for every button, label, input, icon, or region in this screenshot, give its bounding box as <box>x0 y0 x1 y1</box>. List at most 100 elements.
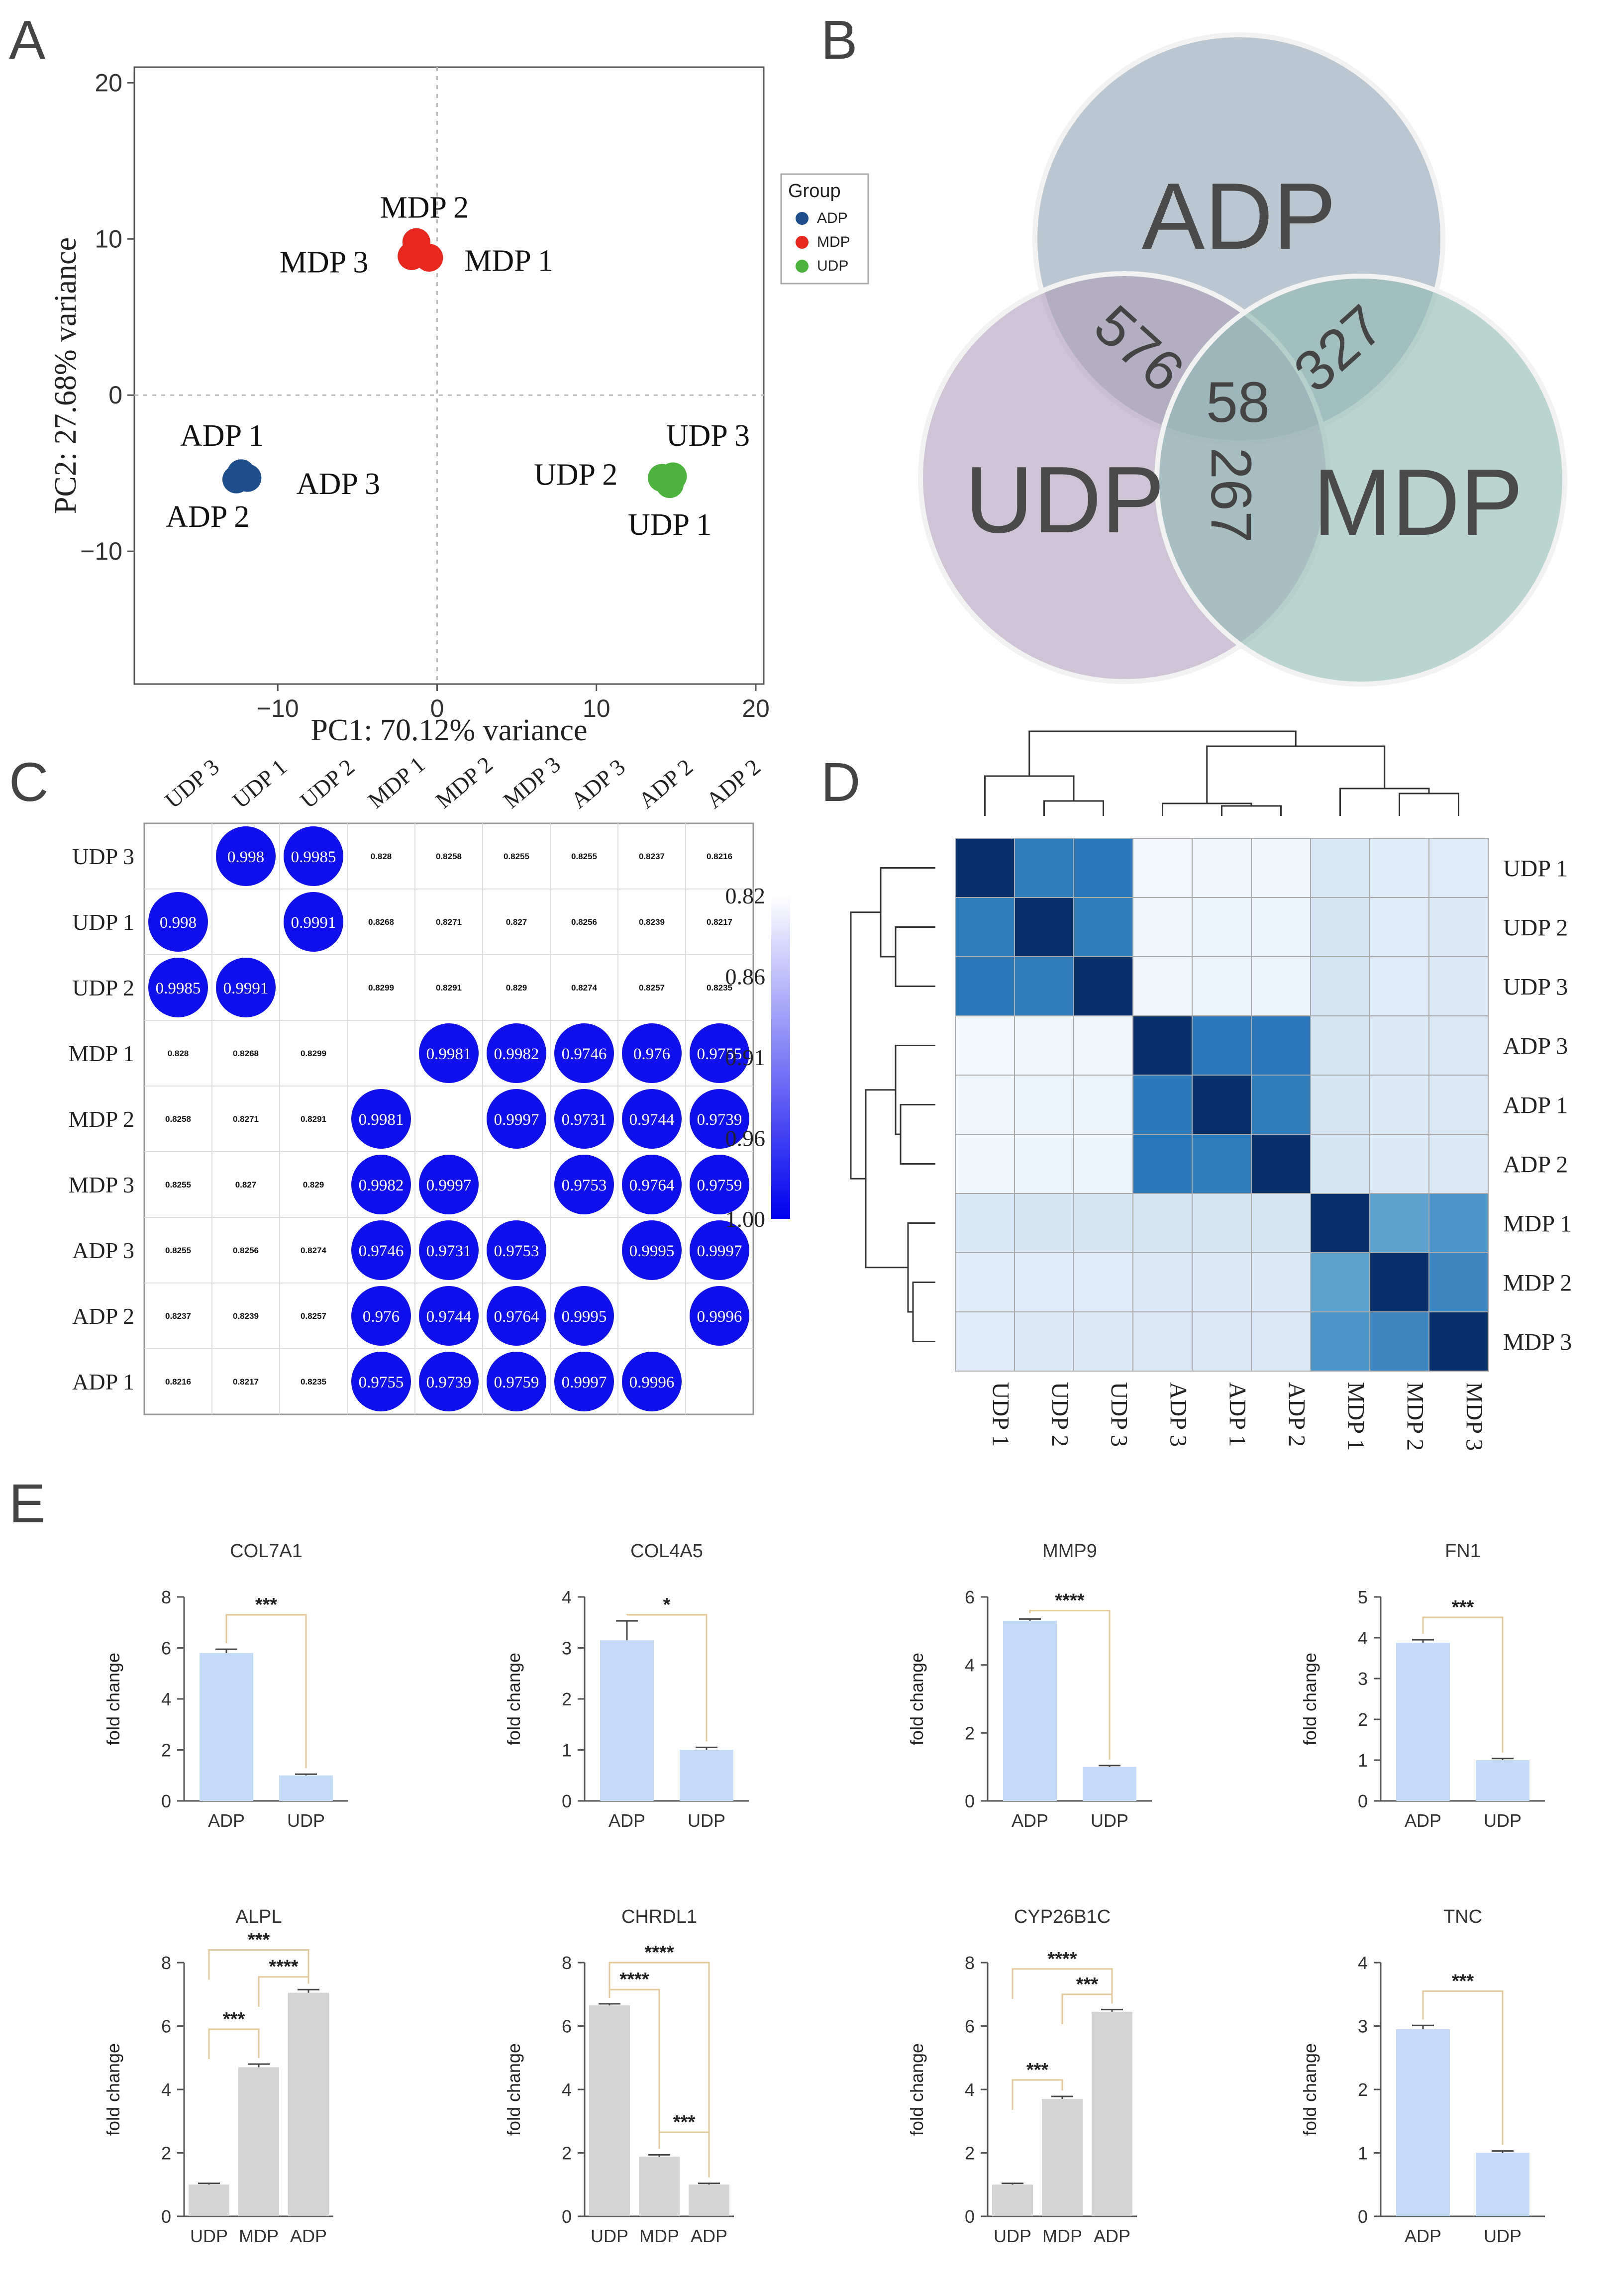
correlation-value: 0.9982 <box>359 1177 404 1194</box>
x-tick-label: ADP <box>691 2226 727 2246</box>
bar-chart-fn1: FN1 fold change 0 1 2 3 4 5 ADP UDP *** <box>1300 1541 1545 1831</box>
heatmap-cell <box>1073 1311 1133 1372</box>
correlation-matrix: UDP 3 UDP 1 UDP 2 MDP 1 MDP 2 MDP 3 ADP 3 ADP 2… <box>69 751 790 1415</box>
correlation-circle <box>419 1155 479 1214</box>
panel-letter-e: E <box>9 1473 45 1534</box>
significance-label: **** <box>619 1969 649 1990</box>
colorbar-tick-label: 0.82 <box>725 883 766 908</box>
plot-frame <box>133 66 765 685</box>
column-label: ADP 3 <box>1165 1382 1192 1447</box>
heatmap-cell <box>1132 1134 1193 1194</box>
significance-bracket <box>1422 1616 1504 1753</box>
point-label: MDP 2 <box>380 191 469 225</box>
heatmap-cell <box>1369 838 1429 898</box>
correlation-value: 0.9997 <box>562 1374 607 1391</box>
correlation-value: 0.9996 <box>697 1308 742 1326</box>
correlation-circle <box>351 1089 411 1149</box>
x-tick-label: −10 <box>257 694 299 722</box>
heatmap-cell <box>955 1252 1015 1312</box>
panel-letter-d: D <box>821 752 860 813</box>
y-tick-label: 2 <box>965 1723 975 1743</box>
row-label: UDP 2 <box>1503 915 1568 941</box>
x-tick-label: ADP <box>1094 2226 1130 2246</box>
venn-set-label: MDP <box>1313 450 1523 555</box>
significance-bracket <box>208 1949 309 1984</box>
correlation-value: 0.8299 <box>301 1049 326 1058</box>
dendrogram-branch <box>1221 805 1282 816</box>
heatmap-cell <box>1073 1193 1133 1253</box>
dendrogram-branch <box>865 1089 908 1269</box>
y-axis-label: fold change <box>103 1653 123 1745</box>
heatmap-cell <box>1369 1311 1429 1372</box>
x-tick-label: 10 <box>583 694 610 722</box>
significance-label: *** <box>1452 1597 1474 1618</box>
bar <box>1092 2011 1132 2216</box>
correlation-value: 0.9985 <box>156 980 201 997</box>
x-tick-label: 20 <box>742 694 770 722</box>
correlation-value: 0.8291 <box>301 1114 326 1124</box>
y-tick-label: 2 <box>1358 2080 1368 2100</box>
x-tick-label: 0 <box>430 694 444 722</box>
heatmap-cell <box>1192 1311 1252 1372</box>
y-tick-label: 3 <box>1358 2016 1368 2037</box>
heatmap-cell <box>1310 838 1370 898</box>
venn-set-label: UDP <box>965 447 1164 553</box>
y-tick-label: 1 <box>1358 2143 1368 2164</box>
correlation-value: 0.976 <box>363 1308 400 1326</box>
correlation-value: 0.8257 <box>639 983 665 992</box>
y-tick-label: 3 <box>562 1638 572 1659</box>
panel-letter-c: C <box>9 752 48 813</box>
correlation-value: 0.9995 <box>562 1308 607 1326</box>
correlation-value: 0.827 <box>506 917 527 927</box>
x-tick-label: ADP <box>1405 2226 1441 2246</box>
x-tick-label: ADP <box>1012 1810 1048 1831</box>
bar <box>600 1640 654 1801</box>
dendrogram-branch <box>900 1104 935 1165</box>
x-tick-label: MDP <box>1042 2226 1082 2246</box>
significance-bracket <box>609 1962 710 2178</box>
correlation-circle <box>622 1352 682 1411</box>
heatmap-cell <box>1251 1015 1311 1076</box>
heatmap-cell <box>1014 1015 1074 1076</box>
correlation-value: 0.8237 <box>639 852 665 861</box>
heatmap-cell <box>1251 1311 1311 1372</box>
heatmap-cell <box>1014 956 1074 1016</box>
heatmap-cell <box>1014 1134 1074 1194</box>
heatmap-cell <box>1132 1015 1193 1076</box>
y-tick-label: 6 <box>965 2016 975 2037</box>
chart-title: CYP26B1C <box>1014 1906 1111 1927</box>
heatmap-cell <box>1428 1252 1489 1312</box>
correlation-circle <box>622 1155 682 1214</box>
heatmap-cell <box>955 1311 1015 1372</box>
y-tick-label: 6 <box>161 2016 171 2037</box>
y-tick-label: 0 <box>108 381 122 409</box>
point-label: ADP 2 <box>166 500 249 534</box>
y-tick-label: 0 <box>1358 1791 1368 1811</box>
correlation-value: 0.9753 <box>562 1177 607 1194</box>
correlation-circle <box>554 1023 614 1083</box>
heatmap-cell <box>1369 956 1429 1016</box>
data-point <box>233 464 262 492</box>
correlation-value: 0.9746 <box>562 1045 607 1063</box>
correlation-value: 0.9731 <box>426 1242 472 1260</box>
heatmap-cell <box>1428 956 1489 1016</box>
heatmap-cell <box>1073 1252 1133 1312</box>
correlation-circle <box>148 958 208 1017</box>
data-point <box>398 242 426 270</box>
y-tick-label: −10 <box>80 537 122 565</box>
heatmap-cell <box>955 897 1015 957</box>
y-tick-label: 0 <box>161 2206 171 2227</box>
legend-marker <box>796 212 809 225</box>
y-tick-label: 4 <box>161 2080 171 2100</box>
chart-title: FN1 <box>1445 1541 1481 1562</box>
heatmap-cell <box>1192 1193 1252 1253</box>
heatmap-cell <box>1251 1075 1311 1135</box>
heatmap-cell <box>1132 1075 1193 1135</box>
x-tick-label: UDP <box>688 1810 725 1831</box>
point-label: UDP 3 <box>666 419 750 453</box>
y-tick-label: 0 <box>965 1791 975 1811</box>
bar <box>200 1653 253 1801</box>
correlation-circle <box>554 1155 614 1214</box>
point-label: ADP 3 <box>297 467 380 501</box>
